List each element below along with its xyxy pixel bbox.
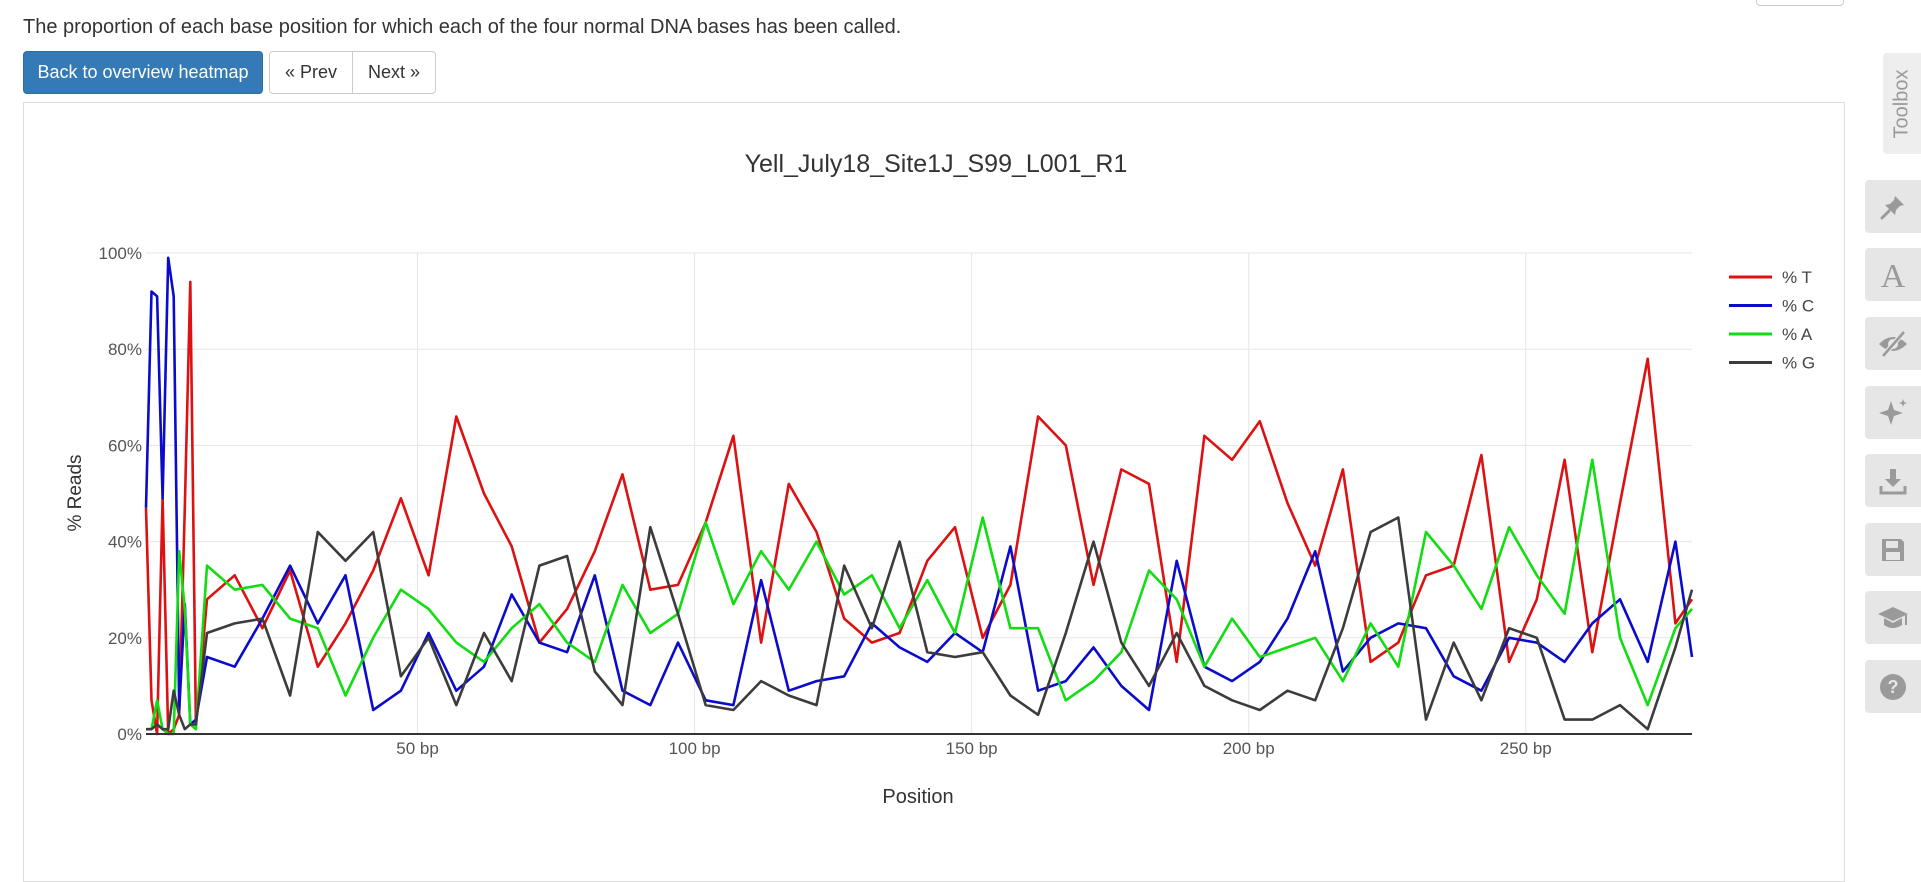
legend-label: % C	[1782, 297, 1814, 316]
y-tick-label: 100%	[99, 244, 142, 263]
y-tick-label: 40%	[108, 533, 142, 552]
x-tick-label: 250 bp	[1500, 739, 1552, 758]
legend-item-C[interactable]: % C	[1729, 297, 1814, 316]
svg-text:?: ?	[1888, 677, 1899, 697]
legend[interactable]: % T % C % A % G	[1729, 268, 1815, 373]
about-button[interactable]: ?	[1865, 660, 1921, 713]
font-button[interactable]: A	[1865, 248, 1921, 301]
save-icon	[1882, 538, 1904, 561]
y-tick-label: 60%	[108, 436, 142, 455]
legend-label: % T	[1782, 268, 1812, 287]
series-line-T[interactable]	[144, 280, 1694, 736]
graduation-cap-icon	[1878, 606, 1908, 628]
series-line-G[interactable]	[146, 516, 1694, 731]
x-tick-label: 150 bp	[946, 739, 998, 758]
toolbox-label: Toolbox	[1890, 69, 1913, 138]
next-button[interactable]: Next »	[352, 51, 436, 94]
help-toolbox-button[interactable]	[1865, 591, 1921, 644]
plot-panel: 0% 20% 40% 60% 80% 100% 50 bp 100 bp 150 bp 200 b…	[23, 102, 1845, 882]
save-button[interactable]	[1865, 523, 1921, 576]
plot-description: The proportion of each base position for…	[23, 16, 902, 38]
y-axis-label: % Reads	[65, 454, 86, 531]
y-tick-label: 80%	[108, 340, 142, 359]
y-tick-label: 20%	[108, 629, 142, 648]
prev-button[interactable]: « Prev	[269, 51, 353, 94]
x-axis-label: Position	[882, 786, 953, 808]
series-lines	[144, 256, 1694, 736]
top-button-edge[interactable]	[1756, 0, 1844, 6]
series-line-A[interactable]	[146, 458, 1693, 736]
pin-button[interactable]	[1865, 180, 1921, 233]
export-button[interactable]	[1865, 454, 1921, 507]
x-tick-label: 50 bp	[396, 739, 439, 758]
svg-text:A: A	[1881, 258, 1906, 292]
chart-title: Yell_July18_Site1J_S99_L001_R1	[745, 150, 1128, 178]
toolbox-tab[interactable]: Toolbox	[1883, 53, 1921, 154]
grid-lines	[146, 252, 1692, 734]
legend-item-G[interactable]: % G	[1729, 354, 1815, 373]
hide-button[interactable]	[1865, 317, 1921, 370]
x-tick-label: 100 bp	[669, 739, 721, 758]
legend-label: % A	[1782, 325, 1813, 344]
sparkle-icon	[1879, 398, 1907, 425]
eye-slash-icon	[1879, 329, 1907, 358]
axes: 0% 20% 40% 60% 80% 100% 50 bp 100 bp 150 bp 200 b…	[99, 244, 1692, 758]
pin-icon	[1880, 195, 1904, 219]
font-icon: A	[1881, 258, 1906, 292]
legend-label: % G	[1782, 354, 1815, 373]
legend-item-T[interactable]: % T	[1729, 268, 1812, 287]
y-tick-label: 0%	[117, 725, 142, 744]
download-icon	[1879, 468, 1907, 494]
highlight-button[interactable]	[1865, 386, 1921, 439]
legend-item-A[interactable]: % A	[1729, 325, 1813, 344]
back-to-overview-button[interactable]: Back to overview heatmap	[23, 51, 263, 94]
line-chart: 0% 20% 40% 60% 80% 100% 50 bp 100 bp 150 bp 200 b…	[65, 150, 1815, 808]
x-tick-label: 200 bp	[1223, 739, 1275, 758]
help-icon: ?	[1880, 673, 1906, 700]
